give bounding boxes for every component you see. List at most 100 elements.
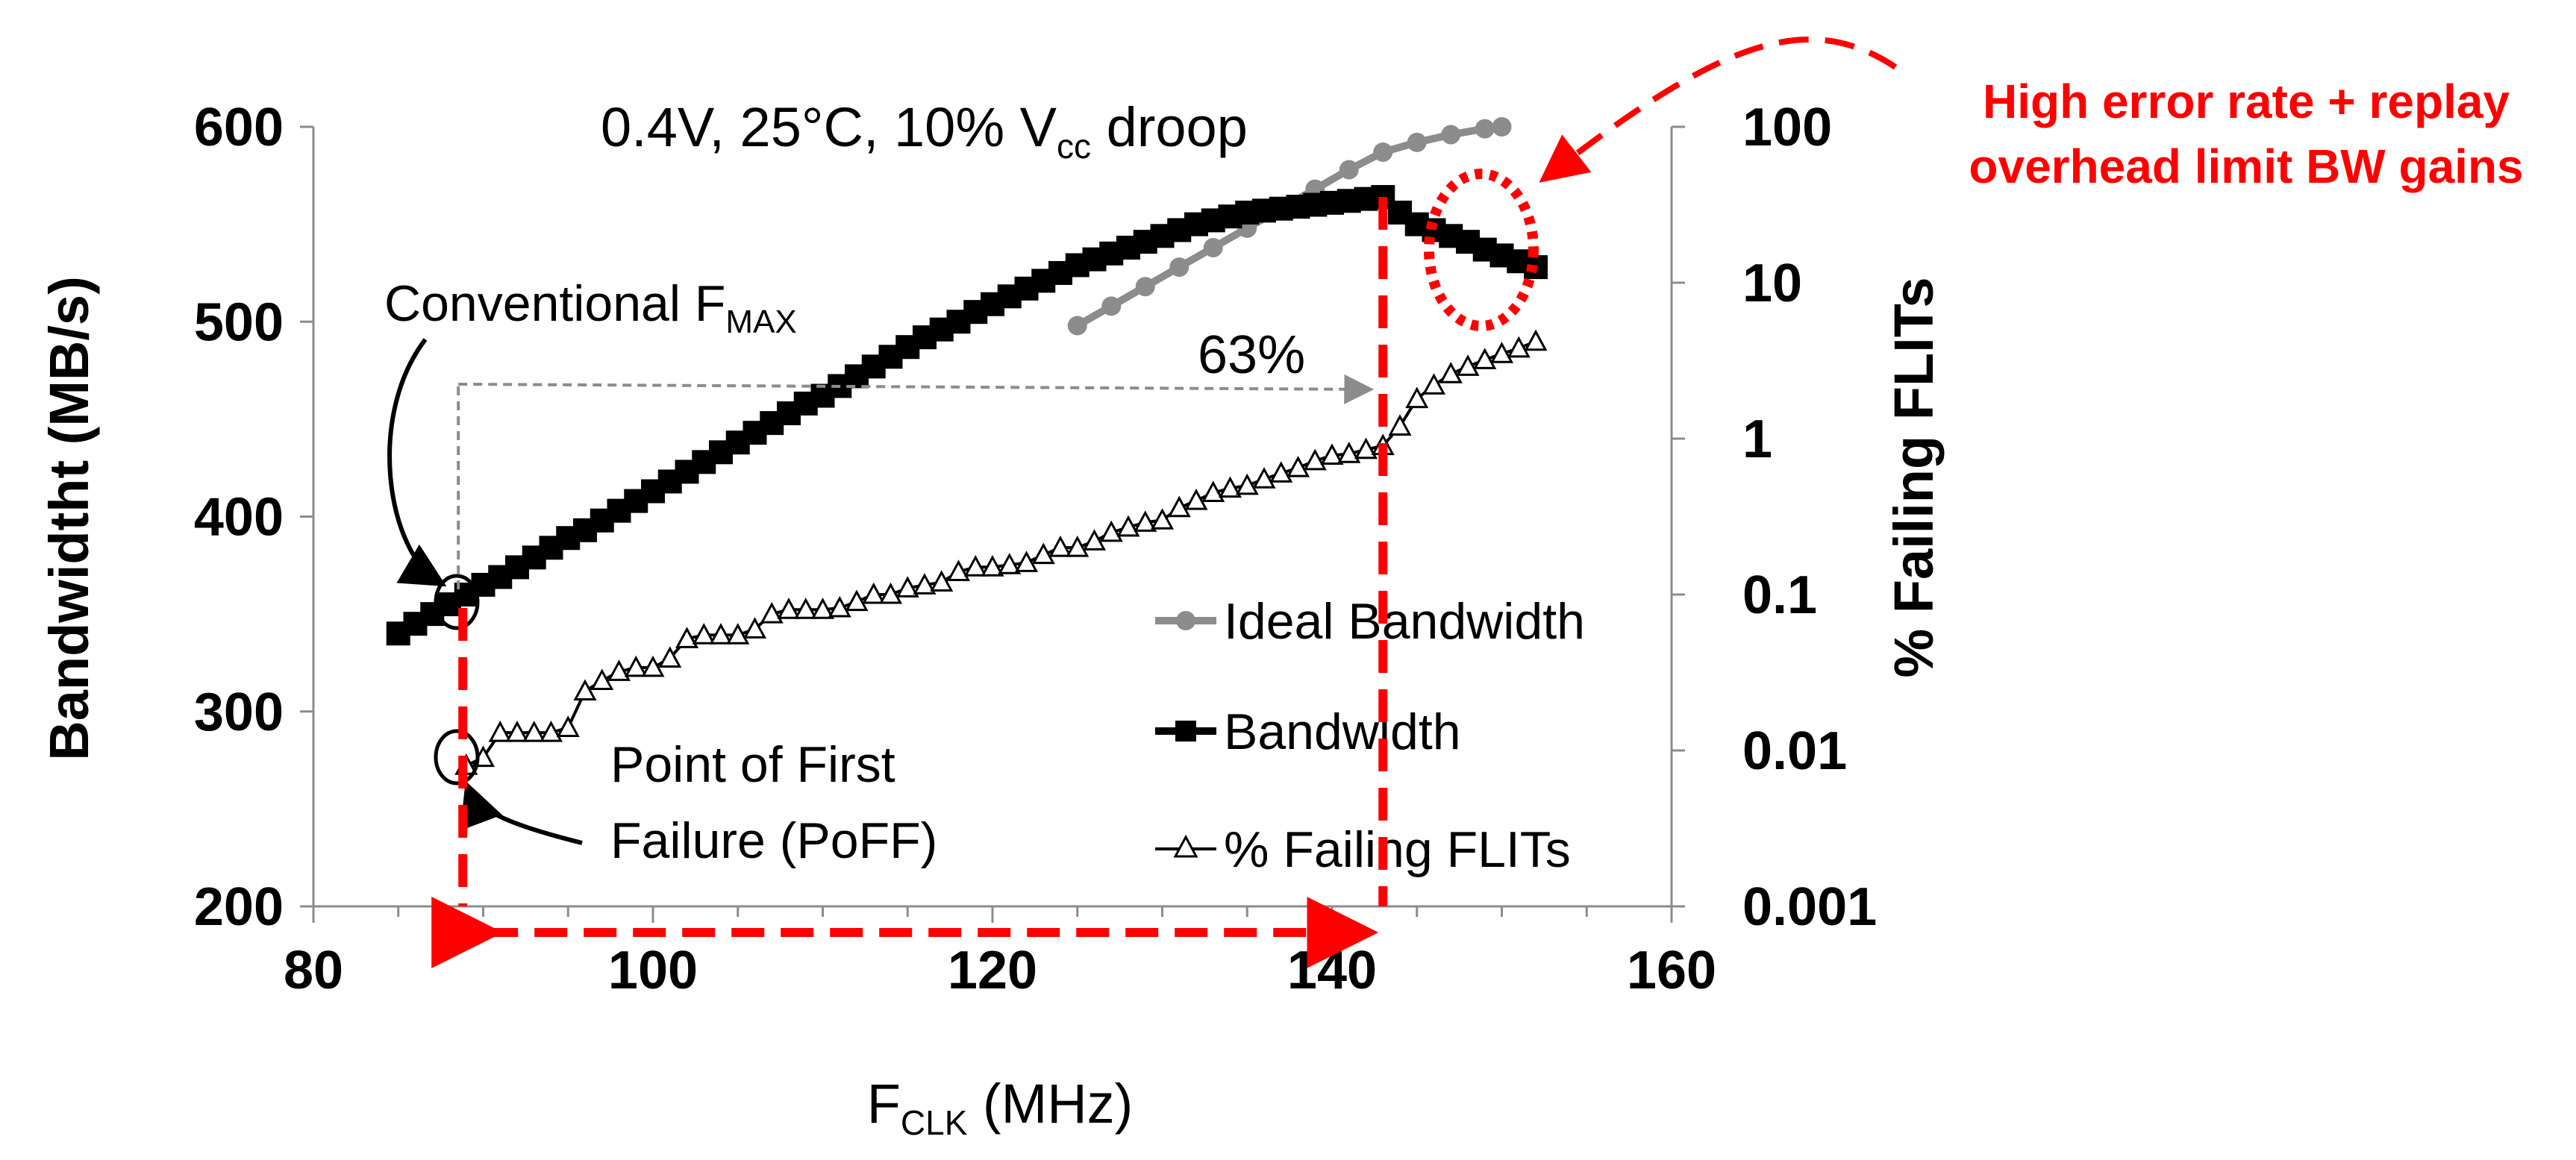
failing-flits-point [777,598,801,619]
legend-item-ideal: Ideal Bandwidth [1155,593,1585,650]
x-tick-label: 120 [948,941,1037,1000]
failing-flits-point [862,582,886,604]
high-error-arrow [1539,37,1898,183]
failing-flits-point [981,555,1004,577]
ideal-bandwidth-point [1441,125,1461,145]
failing-flits-point [1269,461,1293,483]
ideal-bandwidth-point [1373,142,1393,162]
failing-flits-point [1303,448,1327,471]
failing-flits-point [1235,473,1259,495]
failing-flits-point [641,655,665,677]
gain-label: 63% [1198,325,1305,385]
failing-flits-point [794,598,818,619]
failing-flits-point [539,721,563,742]
failing-flits-point [726,623,750,645]
conventional-fmax-arrow [387,338,447,587]
failing-flits-point [1422,373,1446,395]
failing-flits-point [1252,467,1276,489]
ideal-bandwidth-point [1135,277,1155,297]
y-tick-label: 500 [194,292,284,352]
y2-axis-title: % Failing FLITs [1883,277,1945,677]
poff-label-line2: Failure (PoFF) [610,812,937,869]
failing-flits-point [658,646,682,668]
legend-label-bandwidth: Bandwidth [1224,703,1461,760]
failing-flits-point [1099,520,1123,542]
ideal-bandwidth-point [1492,117,1512,137]
legend-label-ideal: Ideal Bandwidth [1224,593,1585,650]
y2-tick-label: 0.01 [1742,721,1847,781]
bandwidth-series [386,185,1548,646]
conventional-fmax-circle [434,574,480,630]
failing-flits-point [1456,354,1480,376]
failing-flits-point [573,679,597,701]
x-tick-label: 100 [608,941,698,1000]
x-tick-label: 160 [1627,941,1716,1000]
failing-flits-point [1014,551,1039,572]
legend: Ideal Bandwidth Bandwidth % Failing FLIT… [1155,593,1585,878]
failing-flits-point [1439,362,1463,383]
failing-flits-point [810,598,835,619]
failing-flits-point [963,555,987,577]
failing-flits-point [895,576,919,598]
failing-flits-series [454,329,1548,775]
failing-flits-point [845,589,869,612]
y-axis-title: Bandwidtht (MB/s) [38,276,100,760]
failing-flits-point [998,553,1022,574]
high-error-label-line1: High error rate + replay [1983,75,2510,128]
y2-tick-label: 100 [1742,98,1832,157]
failing-flits-point [913,573,937,595]
failing-flits-point [692,623,716,645]
legend-item-failing: % Failing FLITs [1155,821,1571,878]
conventional-fmax-label: Conventional FMAX [384,275,797,340]
ideal-bandwidth-point [1339,160,1359,180]
y2-tick-label: 0.001 [1742,877,1877,937]
x-tick-label: 140 [1287,941,1377,1000]
failing-flits-point [1082,529,1107,551]
failing-flits-point [522,721,546,742]
y-tick-label: 600 [194,98,284,157]
failing-flits-point [1507,336,1531,358]
failing-flits-point [1150,508,1175,530]
poff-arrow [460,780,583,845]
axes: 80 100 120 140 160 200 300 400 500 600 0.001 0.01 0.… [194,98,1877,1000]
x-tick-label: 80 [284,941,343,1000]
failing-flits-point [1473,348,1497,369]
ideal-bandwidth-point [1101,296,1122,316]
failing-flits-point [624,655,648,677]
y-tick-label: 400 [194,488,284,548]
failing-flits-point [1489,342,1514,363]
poff-label-line1: Point of First [610,736,895,793]
y-tick-label: 300 [194,683,284,742]
x-axis-title: FCLK (MHz) [867,1073,1134,1142]
ideal-bandwidth-point [1203,237,1223,257]
failing-flits-point [488,721,512,742]
failing-flits-point [1184,489,1208,510]
failing-flits-point [1320,443,1344,465]
gray-dashed-63-arrow [458,374,1375,404]
ideal-bandwidth-point [1407,132,1427,152]
failing-flits-point [505,721,529,742]
failing-flits-point [760,601,784,624]
failing-flits-point [556,715,580,737]
failing-flits-point [930,570,954,592]
failing-flits-point [1388,414,1412,436]
y2-tick-label: 1 [1742,410,1772,469]
high-error-ellipse [1424,169,1539,331]
failing-flits-point [1134,510,1157,532]
ideal-bandwidth-point [1067,316,1087,336]
failing-flits-point [1116,515,1140,537]
failing-flits-point [1405,386,1429,409]
failing-flits-point [1524,329,1548,351]
ideal-bandwidth-point [1475,119,1495,139]
high-error-label-line2: overhead limit BW gains [1969,139,2523,193]
chart-title: 0.4V, 25°C, 10% Vcc droop [601,96,1248,166]
failing-flits-point [1066,535,1090,557]
y2-tick-label: 0.1 [1742,565,1817,625]
failing-flits-point [1167,495,1191,518]
failing-flits-point [1337,442,1361,463]
failing-flits-point [1031,542,1055,565]
failing-flits-line [465,339,1536,768]
legend-item-bandwidth: Bandwidth [1155,703,1461,760]
failing-flits-point [1048,535,1072,557]
